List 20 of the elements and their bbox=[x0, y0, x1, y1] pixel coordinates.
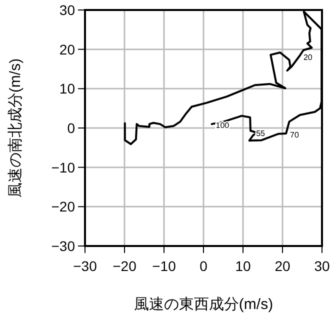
x-tick-label: −10 bbox=[152, 258, 176, 274]
y-axis-title: 風速の南北成分(m/s) bbox=[7, 58, 24, 198]
x-tick-label: −20 bbox=[112, 258, 137, 274]
y-tick-label: 0 bbox=[67, 120, 76, 136]
x-tick-label: 0 bbox=[200, 258, 208, 274]
y-tick-label: 30 bbox=[59, 2, 76, 18]
y-tick-label: −10 bbox=[51, 159, 76, 176]
y-tick-label: −30 bbox=[51, 238, 76, 254]
x-axis-title: 風速の東西成分(m/s) bbox=[134, 296, 274, 313]
annotation: 70 bbox=[290, 130, 300, 140]
y-tick-label: −20 bbox=[51, 198, 76, 215]
x-tick-label: 30 bbox=[314, 258, 330, 274]
x-tick-label: −30 bbox=[73, 258, 98, 274]
annotation: 100 bbox=[216, 121, 230, 130]
x-tick-label: 10 bbox=[235, 258, 251, 274]
x-tick-label: 20 bbox=[274, 258, 290, 274]
y-tick-label: 10 bbox=[59, 80, 76, 97]
annotation: 55 bbox=[256, 128, 266, 138]
y-tick-label: 20 bbox=[59, 41, 76, 58]
annotation: 20 bbox=[303, 53, 313, 62]
